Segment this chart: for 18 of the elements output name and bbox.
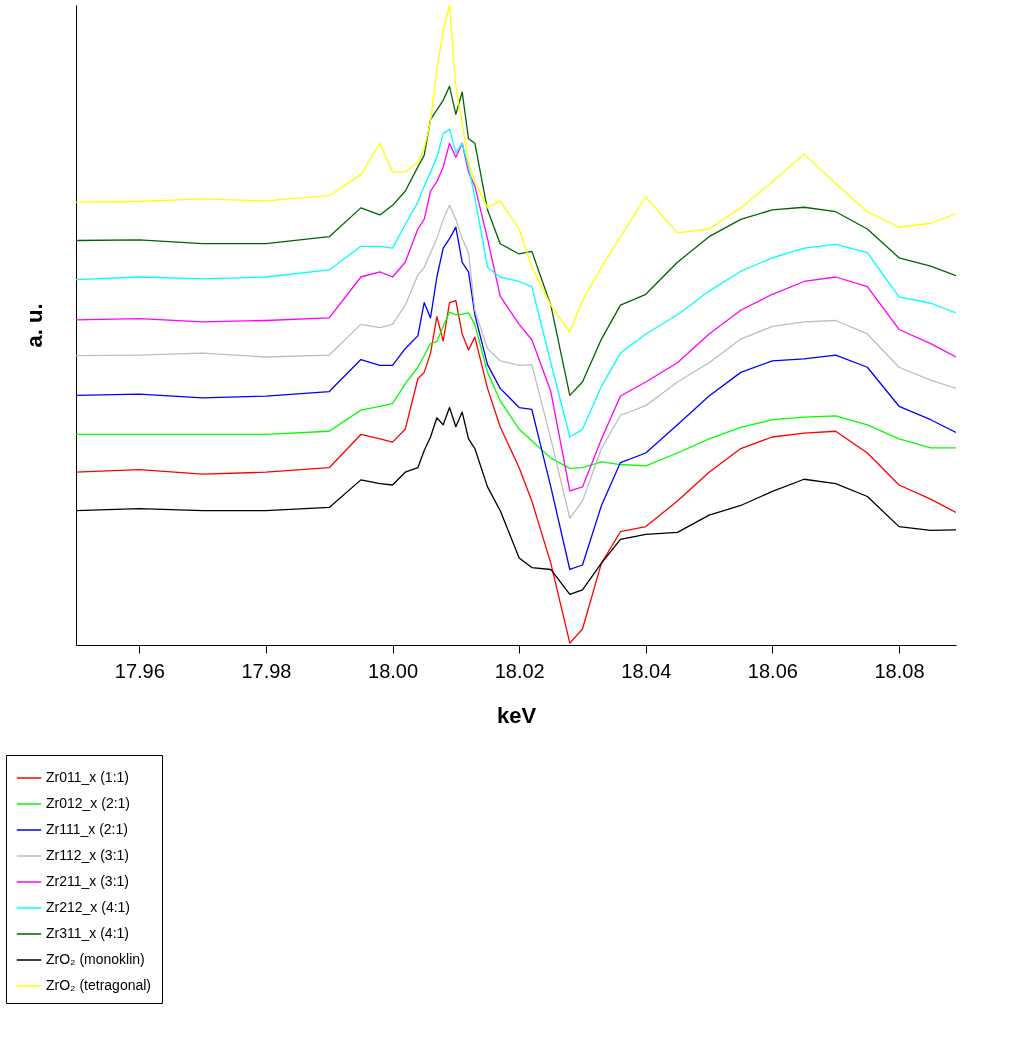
x-tick-label: 18.00 [368,659,419,682]
legend-label: Zr012_x (2:1) [46,795,131,811]
x-tick-label: 18.04 [621,659,672,682]
legend-label: Zr311_x (4:1) [46,925,129,941]
x-tick-label: 18.06 [747,659,798,682]
x-tick-label: 18.02 [494,659,545,682]
legend-label: ZrO₂ (monoklin) [46,951,145,967]
x-tick-label: 18.08 [874,659,925,682]
legend-label: Zr111_x (2:1) [46,821,128,837]
x-axis-title: keV [496,702,537,728]
legend-label: Zr112_x (3:1) [46,847,129,863]
x-tick-label: 17.98 [241,659,292,682]
legend-label: ZrO₂ (tetragonal) [46,977,152,993]
y-axis-title: a. u. [21,303,47,348]
legend-label: Zr011_x (1:1) [46,769,129,785]
legend-label: Zr212_x (4:1) [46,899,131,915]
x-tick-label: 17.96 [114,659,165,682]
legend-label: Zr211_x (3:1) [46,873,129,889]
